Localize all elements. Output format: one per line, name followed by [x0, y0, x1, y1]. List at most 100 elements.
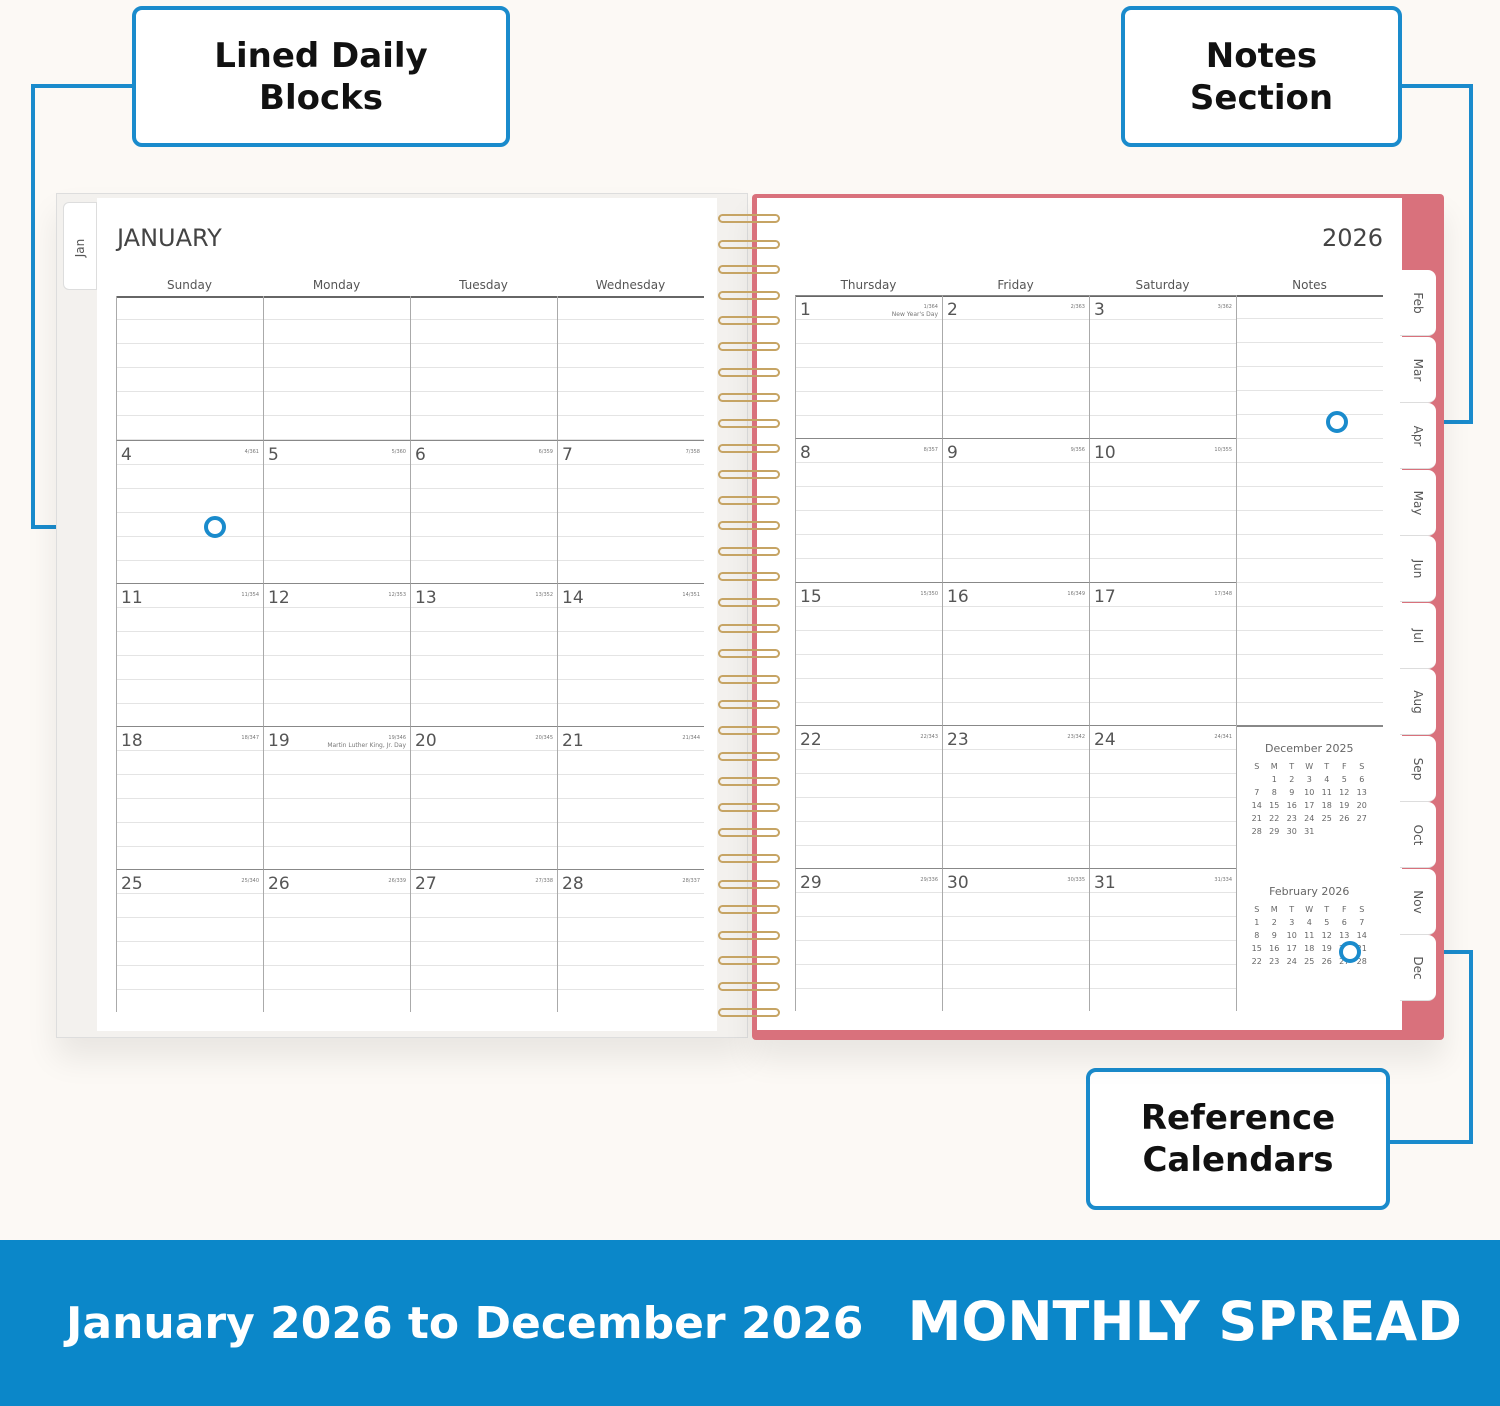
day-of-year: 12/353 [388, 592, 406, 598]
day-cell: 28 28/337 [557, 869, 704, 1012]
day-of-year: 6/359 [538, 449, 553, 455]
day-number: 21 [562, 731, 584, 751]
mini-calendar-day: 16 [1269, 944, 1280, 953]
spiral-coil [718, 674, 780, 684]
holiday-label: New Year's Day [891, 311, 938, 318]
day-number: 31 [1094, 873, 1116, 893]
day-number: 5 [268, 445, 279, 465]
callout-notes-section: Notes Section [1121, 6, 1402, 147]
connector-line [1389, 1140, 1473, 1144]
weekday-header: Notes [1292, 278, 1327, 292]
day-of-year: 1/364 [923, 304, 938, 310]
day-of-year: 3/362 [1217, 304, 1232, 310]
weekday-header: Tuesday [459, 278, 508, 292]
mini-calendar-day: T [1324, 762, 1330, 771]
weekday-header: Saturday [1135, 278, 1190, 292]
tab-label: Feb [1411, 292, 1425, 314]
day-of-year: 17/348 [1214, 591, 1232, 597]
day-cell [410, 296, 557, 440]
mini-calendar-day: 21 [1356, 944, 1367, 953]
monthly-spread-text: MONTHLY SPREAD [907, 1290, 1462, 1353]
callout-marker [1339, 941, 1361, 963]
day-number: 28 [562, 874, 584, 894]
day-cell: 30 30/335 [942, 868, 1089, 1011]
day-cell [263, 296, 410, 440]
mini-calendar-day: 1 [1271, 775, 1277, 784]
month-tab-mar[interactable]: Mar [1400, 336, 1436, 403]
mini-calendar-day: T [1324, 905, 1330, 914]
mini-calendar-day: M [1270, 762, 1278, 771]
month-tab-sep[interactable]: Sep [1400, 735, 1436, 802]
month-tab-jul[interactable]: Jul [1400, 602, 1436, 669]
mini-calendar-day: 12 [1339, 788, 1350, 797]
jan-tab[interactable]: Jan [63, 202, 97, 290]
notes-area [1236, 295, 1383, 725]
day-cell: 7 7/358 [557, 440, 704, 583]
weekday-header: Monday [312, 278, 361, 292]
day-number: 4 [121, 445, 132, 465]
spiral-coil [718, 649, 780, 659]
mini-calendar-day: 23 [1286, 814, 1297, 823]
month-tab-dec[interactable]: Dec [1400, 935, 1436, 1001]
month-tab-feb[interactable]: Feb [1400, 270, 1436, 336]
day-cell: 27 27/338 [410, 869, 557, 1012]
mini-calendar-day: 2 [1289, 775, 1295, 784]
mini-calendar-day [1353, 825, 1371, 838]
spiral-coil [718, 623, 780, 633]
mini-calendar-day: 14 [1356, 931, 1367, 940]
mini-calendar-day: 21 [1251, 814, 1262, 823]
day-number: 6 [415, 445, 426, 465]
mini-calendar-day: 2 [1271, 918, 1277, 927]
mini-calendar-day: 16 [1286, 801, 1297, 810]
mini-calendar-day: 9 [1271, 931, 1277, 940]
mini-calendar-day: S [1359, 905, 1365, 914]
connector-line [1469, 84, 1473, 424]
mini-calendar-day: 17 [1286, 944, 1297, 953]
tab-label: Dec [1411, 956, 1425, 980]
tab-label-jan: Jan [73, 238, 87, 258]
mini-calendar-day: 9 [1289, 788, 1295, 797]
month-tab-jun[interactable]: Jun [1400, 536, 1436, 602]
mini-calendar-title: December 2025 [1264, 742, 1354, 755]
weekday-header: Wednesday [595, 278, 666, 292]
mini-calendar-day: 22 [1251, 957, 1262, 966]
day-cell [557, 296, 704, 440]
tab-label: Mar [1411, 358, 1425, 381]
callout-lined-daily-blocks: Lined Daily Blocks [132, 6, 510, 147]
date-range-text: January 2026 to December 2026 [66, 1298, 864, 1349]
day-number: 12 [268, 588, 290, 608]
mini-calendar-day: 5 [1324, 918, 1330, 927]
mini-calendar-day [1336, 825, 1354, 838]
day-of-year: 5/360 [391, 449, 406, 455]
month-tab-apr[interactable]: Apr [1400, 403, 1436, 469]
mini-calendar-day: 15 [1269, 801, 1280, 810]
holiday-label: Martin Luther King, Jr. Day [327, 742, 406, 749]
day-number: 7 [562, 445, 573, 465]
day-number: 29 [800, 873, 822, 893]
day-of-year: 14/351 [682, 592, 700, 598]
mini-calendar-day: 11 [1304, 931, 1315, 940]
tab-label: Oct [1411, 824, 1425, 846]
spiral-coil [718, 828, 780, 838]
mini-calendar-day: 26 [1321, 957, 1332, 966]
day-cell: 3 3/362 [1089, 295, 1236, 438]
month-tab-oct[interactable]: Oct [1400, 802, 1436, 868]
month-tab-may[interactable]: May [1400, 469, 1436, 536]
day-of-year: 25/340 [241, 878, 259, 884]
spiral-coil [718, 214, 780, 223]
month-tab-aug[interactable]: Aug [1400, 669, 1436, 735]
mini-calendar-day: 7 [1254, 788, 1260, 797]
mini-calendar-february-2026: February 2026 S M T W T F S 1 2 3 4 5 6 7 8 9 10 11 12 13 14… [1248, 885, 1371, 968]
day-cell: 31 31/334 [1089, 868, 1236, 1011]
mini-calendar-day: 31 [1304, 827, 1315, 836]
mini-calendar-day: 3 [1289, 918, 1295, 927]
tab-label: Apr [1411, 425, 1425, 447]
day-cell: 12 12/353 [263, 583, 410, 726]
connector-line [31, 84, 133, 88]
mini-calendar-december-2025: December 2025 S M T W T F S 1 2 3 4 5 6 7 8 9 10 11 12 13 14… [1248, 742, 1371, 838]
mini-calendar-day: 10 [1286, 931, 1297, 940]
month-tab-nov[interactable]: Nov [1400, 868, 1436, 935]
mini-calendar-day [1248, 773, 1266, 786]
day-cell: 24 24/341 [1089, 725, 1236, 868]
day-of-year: 27/338 [535, 878, 553, 884]
